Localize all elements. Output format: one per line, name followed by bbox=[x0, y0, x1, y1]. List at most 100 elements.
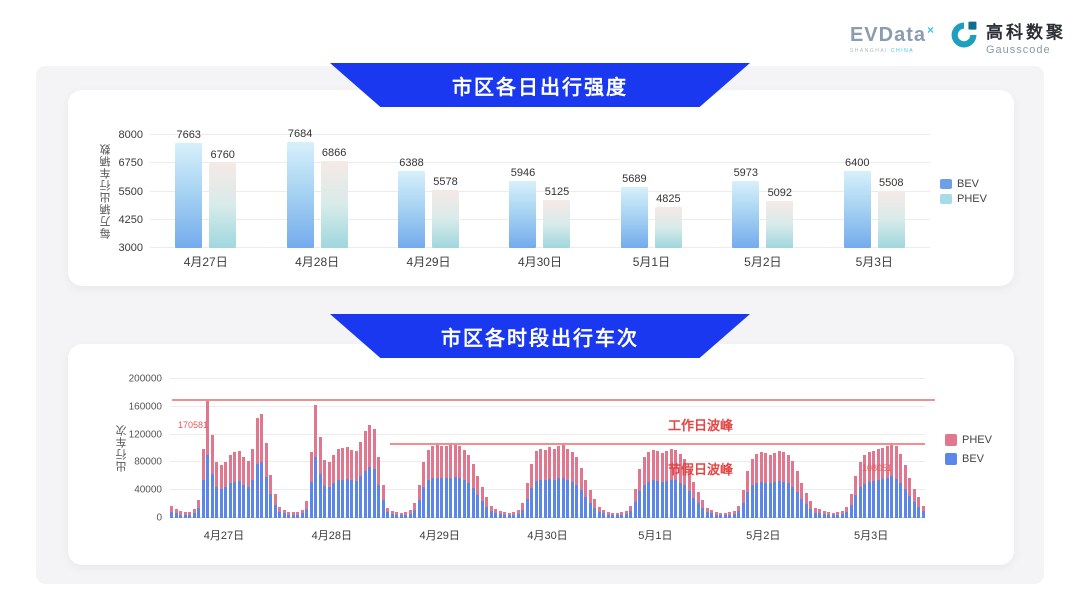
phev-segment bbox=[422, 462, 425, 488]
phev-bar-wrap: 6866 bbox=[320, 147, 348, 248]
stacked-bar bbox=[462, 379, 466, 518]
stacked-bar bbox=[624, 379, 628, 518]
bev-segment bbox=[183, 514, 187, 518]
stacked-bar bbox=[696, 379, 700, 518]
stacked-bar bbox=[341, 379, 344, 518]
bev-segment bbox=[296, 514, 299, 518]
stacked-bar bbox=[359, 379, 362, 518]
bev-segment bbox=[836, 514, 839, 518]
stacked-bar bbox=[777, 379, 781, 518]
stacked-bar bbox=[242, 379, 245, 518]
stacked-bar bbox=[179, 379, 182, 518]
phev-segment bbox=[215, 461, 218, 487]
bev-segment bbox=[570, 481, 574, 518]
bev-segment bbox=[368, 467, 371, 518]
hourly-trips-card: 出行车次 200000 160000 120000 80000 40000 0 工作日波峰… bbox=[68, 344, 1014, 565]
bev-segment bbox=[345, 479, 349, 518]
stacked-bar bbox=[345, 379, 349, 518]
bar-value-label: 5689 bbox=[622, 173, 647, 186]
phev-segment bbox=[485, 497, 488, 507]
stacked-bar bbox=[525, 379, 529, 518]
stacked-bar bbox=[665, 379, 668, 518]
phev-segment bbox=[714, 511, 718, 515]
stacked-bar bbox=[750, 379, 754, 518]
bev-segment bbox=[611, 515, 614, 518]
evdata-wordmark: EVData bbox=[849, 24, 926, 46]
stacked-bar bbox=[881, 379, 884, 518]
x-axis-label: 4月30日 bbox=[527, 530, 568, 542]
phev-segment bbox=[674, 449, 677, 481]
bev-segment bbox=[710, 513, 713, 518]
bev-segment bbox=[444, 478, 448, 518]
bev-bar bbox=[732, 180, 760, 248]
bev-segment bbox=[557, 478, 560, 518]
stacked-bar bbox=[570, 379, 574, 518]
gridline bbox=[150, 162, 930, 164]
bev-bar-wrap: 7663 bbox=[175, 129, 203, 248]
phev-segment bbox=[264, 442, 268, 477]
phev-segment bbox=[615, 513, 619, 516]
y-tick-label: 40000 bbox=[134, 484, 162, 496]
bev-segment bbox=[791, 486, 794, 518]
phev-segment bbox=[291, 512, 295, 515]
phev-segment bbox=[629, 505, 632, 512]
stacked-bar bbox=[534, 379, 538, 518]
stacked-bar bbox=[422, 379, 425, 518]
bev-segment bbox=[314, 456, 317, 518]
bev-segment bbox=[629, 511, 632, 518]
bev-swatch bbox=[940, 179, 952, 189]
phev-segment bbox=[372, 429, 376, 470]
phev-segment bbox=[800, 483, 803, 499]
stacked-bar bbox=[431, 379, 434, 518]
bev-segment bbox=[831, 515, 835, 518]
phev-segment bbox=[750, 458, 754, 486]
bev-segment bbox=[773, 481, 776, 518]
phev-segment bbox=[885, 445, 889, 479]
bev-segment bbox=[354, 481, 358, 518]
bev-segment bbox=[575, 484, 578, 518]
phev-segment bbox=[345, 447, 349, 480]
bev-segment bbox=[588, 502, 592, 518]
phev-segment bbox=[908, 477, 911, 496]
y-tick-label: 80000 bbox=[134, 456, 162, 468]
stacked-bar bbox=[845, 379, 848, 518]
stacked-bar bbox=[377, 379, 380, 518]
stacked-bar bbox=[813, 379, 817, 518]
bev-segment bbox=[224, 487, 227, 518]
x-axis-label: 5月3日 bbox=[855, 255, 893, 269]
bev-segment bbox=[215, 486, 218, 518]
phev-segment bbox=[593, 498, 596, 508]
phev-segment bbox=[552, 448, 556, 480]
phev-segment bbox=[179, 511, 182, 515]
x-axis-label: 4月29日 bbox=[406, 255, 451, 269]
stacked-bar bbox=[228, 379, 232, 518]
bev-segment bbox=[705, 512, 709, 518]
stacked-bar bbox=[489, 379, 493, 518]
stacked-bar bbox=[651, 379, 655, 518]
phev-segment bbox=[174, 508, 178, 514]
stacked-bar bbox=[732, 379, 736, 518]
phev-segment bbox=[588, 490, 592, 503]
bev-segment bbox=[390, 514, 394, 518]
bar-group: 5946 5125 bbox=[484, 135, 595, 248]
bev-segment bbox=[845, 511, 848, 518]
phev-segment bbox=[741, 490, 745, 503]
bev-segment bbox=[597, 511, 601, 518]
stacked-bar bbox=[804, 379, 808, 518]
phev-segment bbox=[498, 511, 502, 515]
stacked-bar bbox=[669, 379, 673, 518]
stacked-bar bbox=[188, 379, 191, 518]
stacked-bar bbox=[417, 379, 421, 518]
stacked-bar bbox=[894, 379, 898, 518]
bev-segment bbox=[908, 495, 911, 518]
bev-segment bbox=[615, 515, 619, 518]
phev-segment bbox=[764, 453, 767, 483]
evdata-x-mark: × bbox=[926, 23, 934, 37]
stacked-bar bbox=[809, 379, 812, 518]
bev-segment bbox=[242, 484, 245, 518]
bev-segment bbox=[413, 509, 416, 518]
phev-segment bbox=[341, 447, 344, 480]
stacked-bar bbox=[309, 379, 313, 518]
x-axis-label: 5月2日 bbox=[746, 530, 781, 542]
